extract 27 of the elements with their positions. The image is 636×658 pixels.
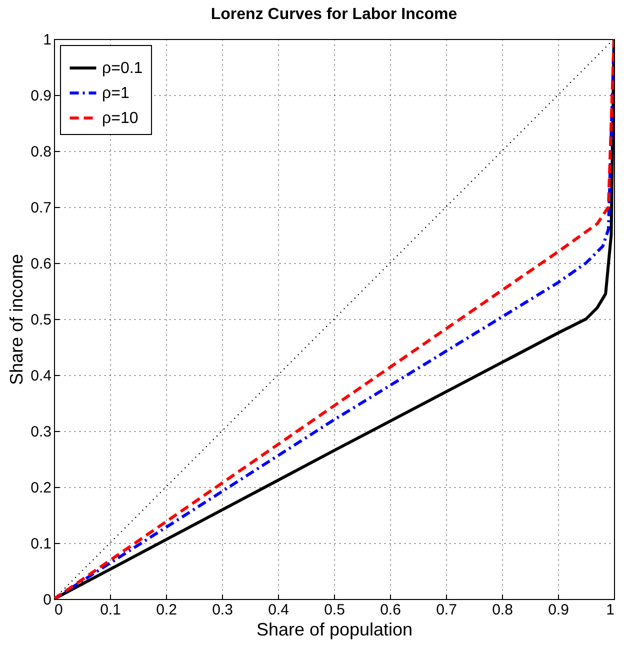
x-tick-label: 0.2 — [156, 602, 177, 618]
x-tick-label: 0.8 — [492, 602, 513, 618]
x-tick-label: 0.6 — [380, 602, 401, 618]
x-tick-label: 0.9 — [548, 602, 569, 618]
x-tick-label: 0.3 — [212, 602, 233, 618]
x-axis-title: Share of population — [256, 620, 413, 640]
y-tick-label: 0.5 — [30, 312, 52, 328]
y-tick-label: 0.7 — [30, 200, 52, 216]
x-tick-label: 0.1 — [100, 602, 121, 618]
x-tick-label: 1 — [606, 602, 614, 618]
x-tick-label: 0.7 — [436, 602, 457, 618]
x-tick-label: 0.4 — [268, 602, 289, 618]
legend-label: ρ=10 — [102, 110, 138, 127]
legend-label: ρ=1 — [102, 85, 130, 102]
y-tick-label: 0.8 — [30, 144, 52, 160]
y-tick-label: 0.3 — [30, 424, 52, 440]
chart-title: Lorenz Curves for Labor Income — [210, 6, 458, 23]
x-tick-label: 0 — [54, 602, 63, 618]
x-tick-label: 0.5 — [324, 602, 345, 618]
y-tick-label: 1 — [43, 32, 52, 48]
y-tick-label: 0.2 — [30, 480, 52, 496]
y-tick-label: 0.1 — [30, 536, 52, 552]
y-axis-title: Share of income — [6, 254, 27, 386]
y-tick-label: 0.9 — [30, 88, 52, 104]
y-tick-label: 0.6 — [30, 256, 52, 272]
legend-label: ρ=0.1 — [102, 60, 143, 77]
y-tick-label: 0.4 — [30, 368, 52, 384]
